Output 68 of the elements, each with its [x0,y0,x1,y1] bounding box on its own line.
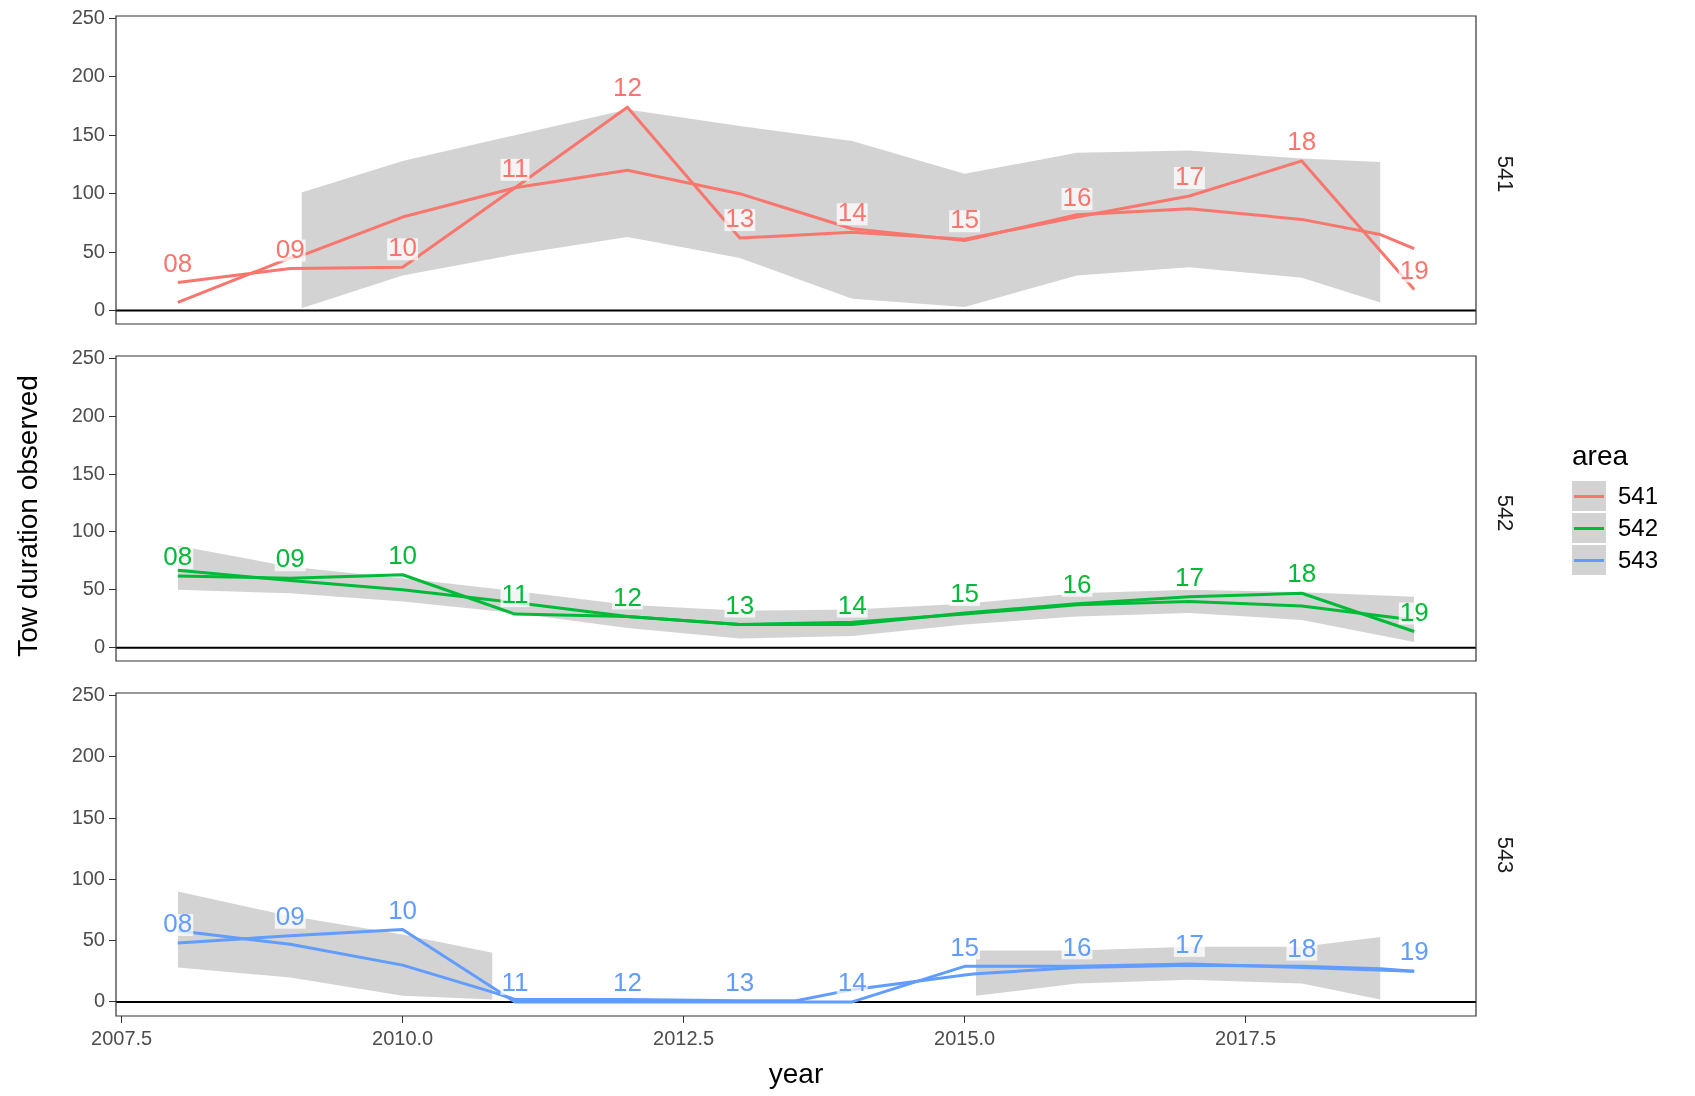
annotation: 14 [837,967,867,998]
x-tick-label: 2017.5 [1215,1026,1277,1049]
annotation: 09 [275,543,305,574]
y-tick-label: 250 [71,5,105,28]
annotation: 18 [1287,558,1317,589]
annotation: 12 [612,581,642,612]
annotation: 09 [275,900,305,931]
y-tick-label: 100 [71,181,105,204]
annotation: 10 [388,232,418,263]
annotation: 17 [1174,929,1204,960]
annotation: 16 [1062,568,1092,599]
y-tick-label: 200 [71,403,105,426]
y-tick-label: 50 [82,239,105,262]
y-axis-title: Tow duration observed [12,375,44,657]
annotation: 11 [501,967,529,998]
x-tick-label: 2010.0 [372,1026,434,1049]
annotation: 08 [163,908,193,939]
y-tick-label: 0 [93,989,105,1012]
y-tick-label: 0 [93,635,105,658]
text: 543 [1492,836,1518,873]
annotation: 13 [725,589,755,620]
annotation: 08 [163,541,193,572]
annotation: 18 [1287,126,1317,157]
annotation: 14 [837,589,867,620]
annotation: 08 [163,247,193,278]
annotation: 13 [725,967,755,998]
x-tick-label: 2012.5 [653,1026,715,1049]
legend-title: area [1572,440,1630,472]
annotation: 11 [501,153,529,183]
x-axis-title: year [768,1057,824,1089]
y-tick-label: 100 [71,519,105,542]
annotation: 19 [1399,254,1429,285]
y-tick-label: 250 [71,345,105,368]
annotation: 19 [1399,936,1429,967]
legend-label: 541 [1618,482,1659,510]
annotation: 17 [1174,161,1204,192]
annotation: 15 [950,578,980,609]
y-tick-label: 150 [71,461,105,484]
y-tick-label: 50 [82,928,105,951]
annotation: 15 [950,204,980,235]
annotation: 11 [501,579,529,610]
annotation: 18 [1287,932,1317,963]
annotation: 15 [950,931,980,962]
y-tick-label: 200 [71,744,105,767]
annotation: 19 [1399,596,1429,627]
y-tick-label: 150 [71,805,105,828]
legend-label: 542 [1618,514,1659,542]
annotation: 13 [725,203,755,234]
annotation: 16 [1062,931,1092,962]
y-tick-label: 200 [71,64,105,87]
legend-label: 543 [1618,546,1659,574]
annotation: 16 [1062,182,1092,213]
annotation: 14 [837,197,867,228]
annotation: 17 [1174,561,1204,592]
text: 542 [1492,494,1518,531]
annotation: 12 [612,72,642,103]
x-tick-label: 2015.0 [934,1026,996,1049]
annotation: 10 [388,894,418,925]
y-tick-label: 0 [93,298,105,321]
text: 541 [1492,155,1518,193]
x-tick-label: 2007.5 [91,1026,153,1049]
y-tick-label: 250 [71,682,105,705]
annotation: 10 [388,539,418,570]
annotation: 09 [275,233,305,264]
y-tick-label: 100 [71,866,105,889]
y-tick-label: 50 [82,577,105,600]
y-tick-label: 150 [71,122,105,145]
annotation: 12 [612,967,642,998]
